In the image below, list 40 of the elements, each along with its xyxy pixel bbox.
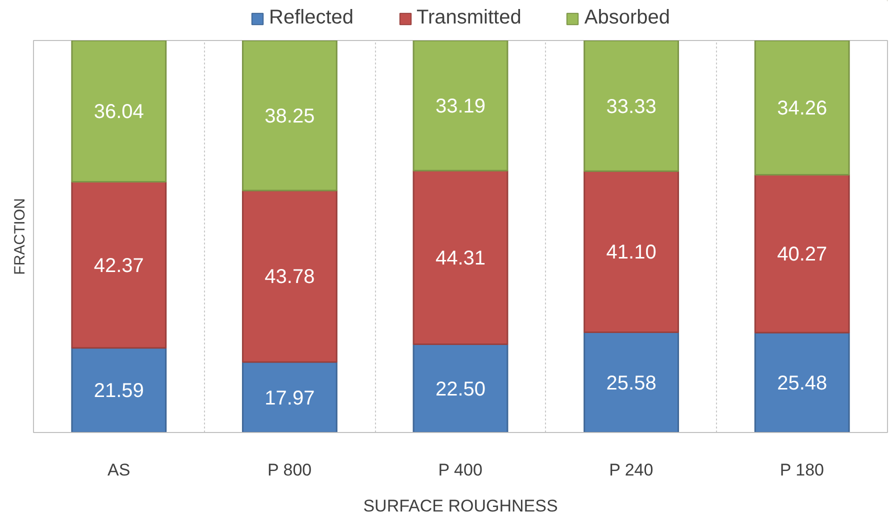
data-label: 43.78 xyxy=(264,266,315,288)
x-tick-label: P 180 xyxy=(780,460,824,480)
bar xyxy=(754,40,850,176)
data-label: 44.31 xyxy=(435,247,486,270)
data-label: 38.25 xyxy=(264,105,315,128)
y-axis-title: FRACTION xyxy=(12,198,28,275)
data-label: 33.19 xyxy=(435,96,486,118)
bar xyxy=(71,181,167,349)
bar xyxy=(754,174,850,334)
x-tick-label: P 400 xyxy=(438,460,482,480)
data-label: 25.58 xyxy=(606,372,656,394)
data-label: 33.33 xyxy=(606,96,656,118)
bar xyxy=(412,40,508,172)
x-tick-label: P 800 xyxy=(267,460,312,480)
bar xyxy=(242,361,338,432)
bar xyxy=(584,40,680,172)
legend-label: Reflected xyxy=(269,6,354,30)
bar xyxy=(71,347,167,432)
data-label: 41.10 xyxy=(606,242,656,264)
legend-label: Transmitted xyxy=(416,6,522,30)
data-label: 25.48 xyxy=(777,372,828,395)
data-label: 40.27 xyxy=(777,244,828,266)
bar xyxy=(242,40,338,192)
bar xyxy=(754,332,850,432)
bar xyxy=(584,170,680,333)
legend-label: Absorbed xyxy=(584,6,670,30)
x-axis-title: SURFACE ROUGHNESS xyxy=(363,496,558,513)
data-label: 21.59 xyxy=(94,380,144,402)
bar xyxy=(71,40,167,183)
bar xyxy=(412,344,508,432)
data-label: 34.26 xyxy=(777,98,828,120)
data-label: 42.37 xyxy=(94,254,144,277)
x-tick-label: P 240 xyxy=(609,460,654,480)
bar xyxy=(584,331,680,432)
bar xyxy=(412,170,508,346)
data-label: 36.04 xyxy=(94,101,144,124)
data-label: 22.50 xyxy=(435,378,486,400)
bar xyxy=(242,190,338,363)
x-tick-label: AS xyxy=(108,460,130,480)
data-label: 17.97 xyxy=(264,387,315,410)
